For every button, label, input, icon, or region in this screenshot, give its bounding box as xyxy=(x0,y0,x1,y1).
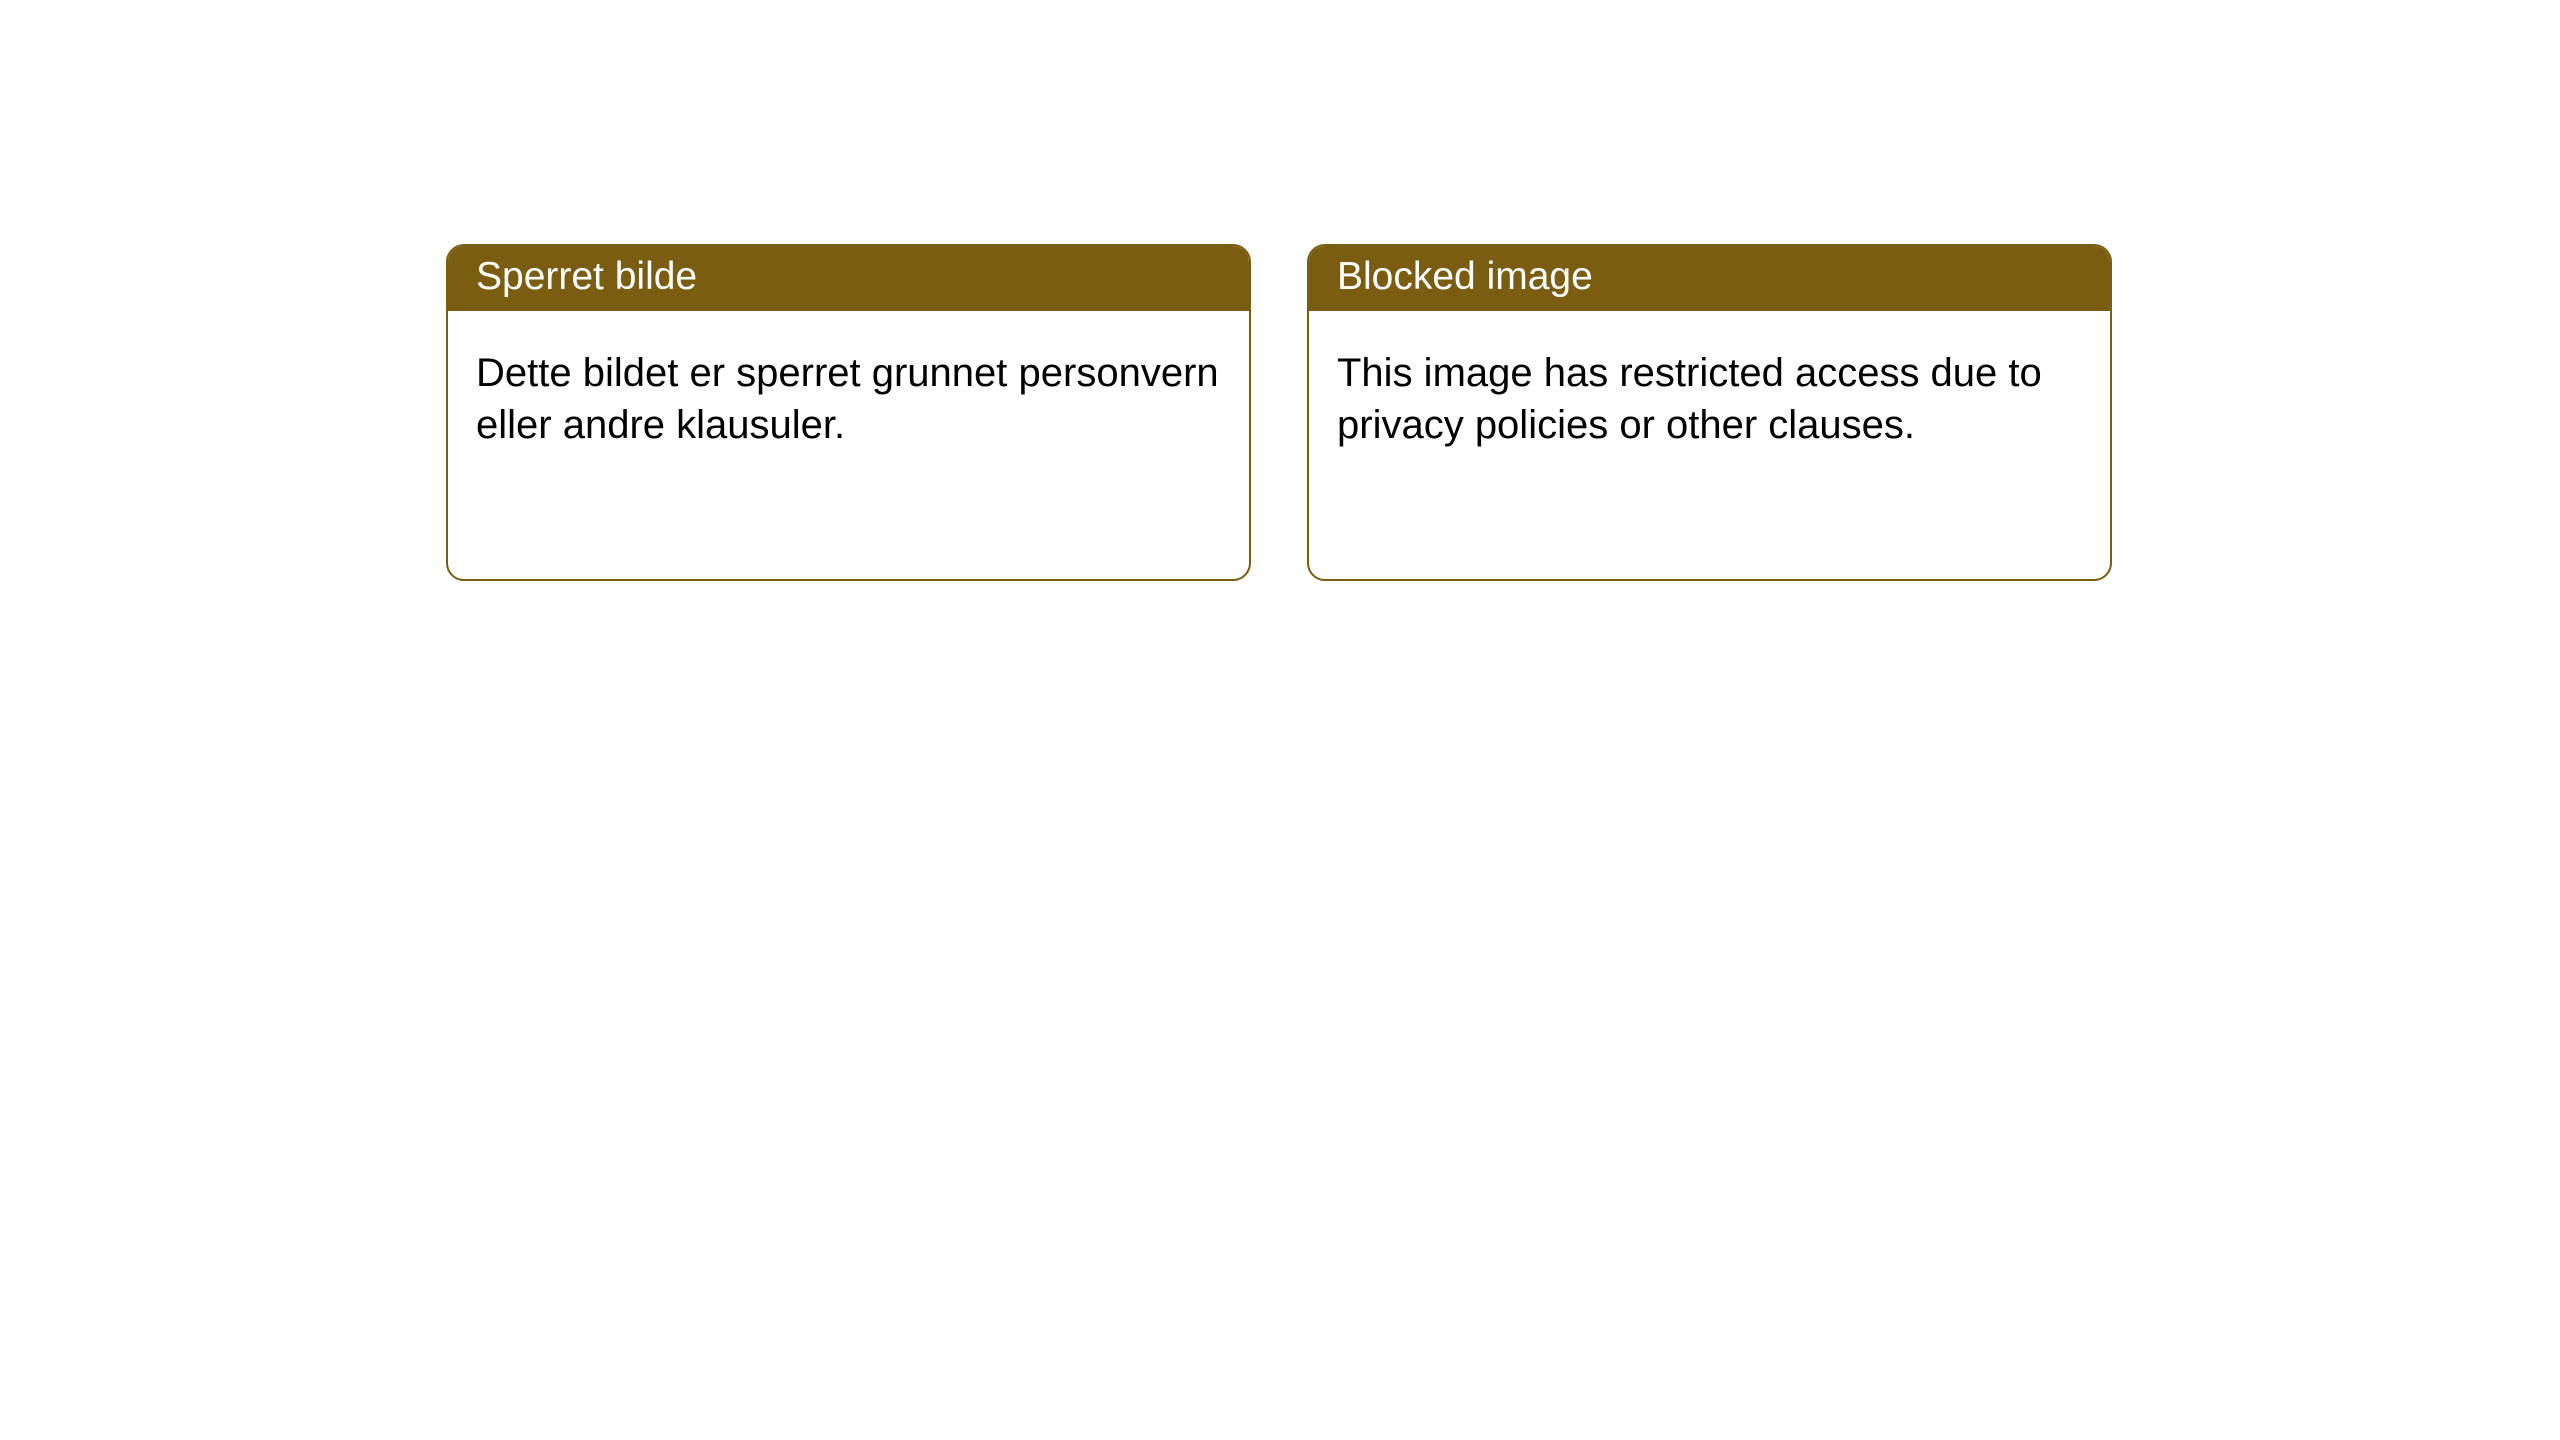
blocked-image-card-no: Sperret bilde Dette bildet er sperret gr… xyxy=(446,244,1251,581)
card-header-en: Blocked image xyxy=(1309,246,2110,311)
blocked-image-card-en: Blocked image This image has restricted … xyxy=(1307,244,2112,581)
card-body-en: This image has restricted access due to … xyxy=(1309,311,2110,479)
card-header-no: Sperret bilde xyxy=(448,246,1249,311)
card-body-no: Dette bildet er sperret grunnet personve… xyxy=(448,311,1249,479)
notice-container: Sperret bilde Dette bildet er sperret gr… xyxy=(0,0,2560,581)
